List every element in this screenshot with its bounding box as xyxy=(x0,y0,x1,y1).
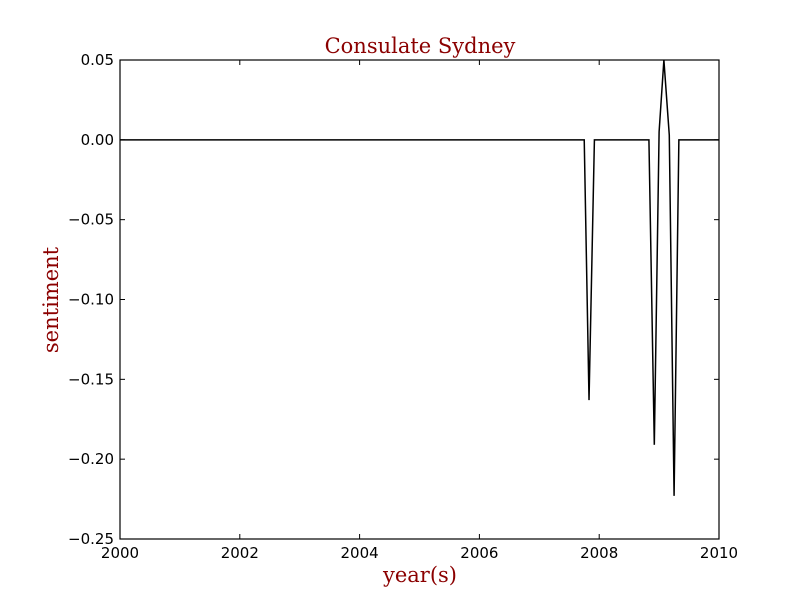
y-tick-label: 0.00 xyxy=(81,131,114,149)
y-axis-label: sentiment xyxy=(39,246,63,353)
y-tick-label: −0.20 xyxy=(68,450,114,468)
y-tick-label: −0.10 xyxy=(68,291,114,309)
x-tick-label: 2010 xyxy=(700,544,738,562)
x-tick-label: 2000 xyxy=(101,544,139,562)
y-tick-label: −0.05 xyxy=(68,211,114,229)
y-tick-label: −0.15 xyxy=(68,370,114,388)
x-axis-label: year(s) xyxy=(382,563,457,587)
series-line xyxy=(120,59,719,496)
x-tick-label: 2006 xyxy=(460,544,498,562)
plot-frame xyxy=(119,59,720,540)
y-tick-label: −0.25 xyxy=(68,530,114,548)
x-tick-label: 2008 xyxy=(580,544,618,562)
ticks xyxy=(119,59,720,540)
chart-title: Consulate Sydney xyxy=(325,34,516,58)
tick-labels: 2000 2002 2004 2006 2008 2010 0.05 0.00 −0.05 −0.… xyxy=(68,51,738,562)
x-tick-label: 2004 xyxy=(341,544,379,562)
x-tick-label: 2002 xyxy=(221,544,259,562)
y-tick-label: 0.05 xyxy=(81,51,114,69)
